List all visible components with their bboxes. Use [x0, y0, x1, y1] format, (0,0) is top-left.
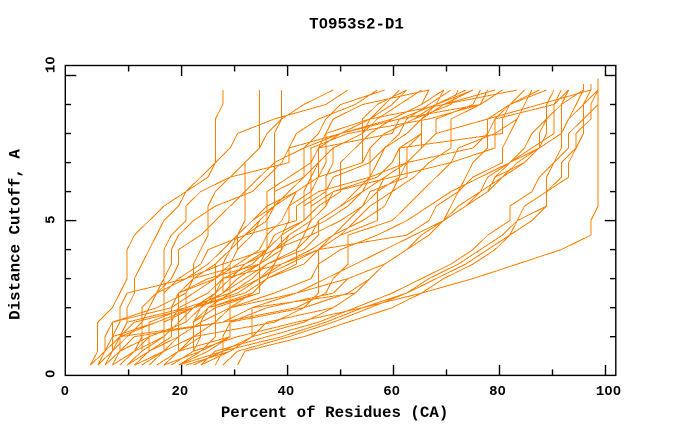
svg-text:40: 40 [277, 384, 294, 400]
svg-text:10: 10 [44, 56, 60, 73]
svg-text:5: 5 [44, 215, 60, 223]
svg-text:T0953s2-D1: T0953s2-D1 [309, 16, 404, 34]
svg-text:Distance Cutoff, A: Distance Cutoff, A [7, 149, 25, 320]
svg-text:0: 0 [61, 384, 69, 400]
svg-text:80: 80 [489, 384, 506, 400]
svg-text:100: 100 [596, 384, 621, 400]
svg-text:20: 20 [171, 384, 188, 400]
svg-text:Percent of Residues (CA): Percent of Residues (CA) [221, 404, 449, 422]
svg-text:0: 0 [44, 370, 60, 378]
svg-text:60: 60 [383, 384, 400, 400]
